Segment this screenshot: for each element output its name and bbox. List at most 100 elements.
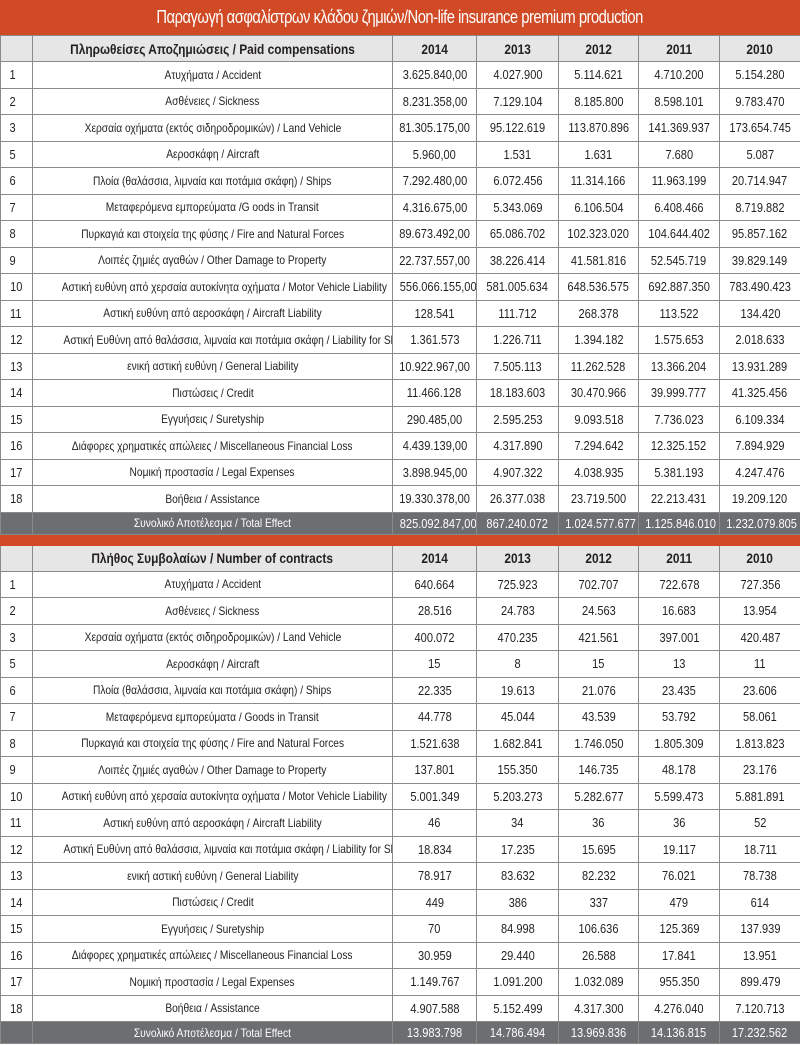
row-label: Αστική Ευθύνη από θαλάσσια, λιμναία και … (32, 835, 393, 863)
value-cell-text: 19.209.120 (732, 491, 788, 507)
row-label-text: Αστική Ευθύνη από θαλάσσια, λιμναία και … (63, 842, 393, 857)
value-cell-text: 7.505.113 (493, 358, 542, 374)
value-cell-text: 5.960,00 (412, 146, 457, 162)
total-value: 13.983.798 (392, 1021, 477, 1044)
page-title-text: Παραγωγή ασφαλίστρων κλάδου ζημιών/Non-l… (156, 7, 644, 27)
value-cell-text: 449 (425, 894, 444, 910)
value-cell-text: 4.316.675,00 (402, 199, 467, 215)
value-cell-text: 421.561 (578, 629, 619, 645)
row-index: 16 (0, 941, 33, 969)
row-index-text: 16 (10, 438, 23, 454)
value-cell: 44.778 (392, 703, 477, 731)
value-cell: 6.106.504 (558, 193, 639, 221)
value-cell-text: 17.235 (500, 841, 535, 857)
row-index: 11 (0, 299, 33, 327)
value-cell: 23.435 (638, 676, 720, 704)
value-cell: 2.595.253 (476, 405, 559, 433)
value-cell-text: 13.931.289 (732, 358, 788, 374)
value-cell: 5.114.621 (558, 61, 639, 89)
value-cell-text: 95.857.162 (732, 226, 788, 242)
value-cell: 15 (558, 650, 639, 678)
value-cell-text: 45.044 (500, 709, 535, 725)
value-cell: 1.361.573 (392, 326, 477, 354)
value-cell-text: 5.381.193 (654, 464, 704, 480)
value-cell-text: 6.408.466 (654, 199, 704, 215)
table-row: 9 Λοιπές ζημιές αγαθών / Other Damage to … (0, 246, 800, 274)
value-cell-text: 640.664 (414, 576, 455, 592)
value-cell: 82.232 (558, 862, 639, 890)
value-cell-text: 470.235 (497, 629, 538, 645)
value-cell-text: 1.226.711 (493, 332, 542, 348)
value-cell: 1.813.823 (719, 729, 800, 757)
value-cell: 23.176 (719, 756, 800, 784)
value-cell: 16.683 (638, 597, 720, 625)
row-index: 5 (0, 140, 33, 168)
row-index-text: 15 (10, 921, 23, 937)
total-value-text: 14.136.815 (651, 1025, 707, 1040)
row-index: 17 (0, 458, 33, 486)
value-cell-text: 173.654.745 (729, 120, 791, 136)
value-cell-text: 420.487 (740, 629, 780, 645)
year-header: 2013 (476, 544, 559, 572)
row-label: Αεροσκάφη / Aircraft (32, 650, 393, 678)
row-index: 3 (0, 114, 33, 142)
value-cell-text: 20.714.947 (732, 173, 788, 189)
value-cell: 13 (638, 650, 720, 678)
year-header-text: 2012 (585, 40, 612, 57)
value-cell-text: 48.178 (662, 762, 696, 778)
divider-cell (476, 533, 559, 546)
value-cell: 5.154.280 (719, 61, 800, 89)
value-cell: 420.487 (719, 623, 800, 651)
total-value-text: 1.125.846.010 (645, 515, 716, 531)
value-cell: 8.719.882 (719, 193, 800, 221)
value-cell: 5.960,00 (392, 140, 477, 168)
value-cell: 102.323.020 (558, 220, 639, 248)
value-cell: 52 (719, 809, 800, 837)
row-index-text: 18 (10, 1000, 23, 1016)
value-cell: 21.076 (558, 676, 639, 704)
value-cell: 95.122.619 (476, 114, 559, 142)
value-cell-text: 727.356 (740, 576, 780, 592)
value-cell: 70 (392, 915, 477, 943)
value-cell: 17.235 (476, 835, 559, 863)
total-index-cell (0, 511, 33, 535)
row-index-text: 2 (9, 93, 16, 109)
value-cell: 1.521.638 (392, 729, 477, 757)
row-index-text: 16 (10, 947, 23, 963)
total-value: 13.969.836 (558, 1021, 639, 1044)
value-cell-text: 19.117 (662, 841, 696, 857)
year-header-text: 2013 (504, 40, 531, 57)
value-cell: 137.939 (719, 915, 800, 943)
value-cell: 125.369 (638, 915, 720, 943)
value-cell: 725.923 (476, 570, 559, 598)
value-cell: 702.707 (558, 570, 639, 598)
row-label-text: Αστική ευθύνη από αεροσκάφη / Aircraft L… (103, 815, 322, 830)
value-cell: 640.664 (392, 570, 477, 598)
value-cell: 8.598.101 (638, 87, 720, 115)
row-index-text: 11 (10, 305, 22, 321)
row-index-text: 2 (9, 603, 16, 619)
row-label-text: ενική αστική ευθύνη / General Liability (126, 359, 299, 374)
value-cell-text: 41.325.456 (732, 385, 788, 401)
value-cell: 11.262.528 (558, 352, 639, 380)
value-cell: 5.881.891 (719, 782, 800, 810)
value-cell: 4.710.200 (638, 61, 720, 89)
table-header-row: Πλήθος Συμβολαίων / Number of contracts 2… (0, 544, 800, 572)
row-label-text: Ασθένειες / Sickness (165, 603, 260, 618)
value-cell: 9.093.518 (558, 405, 639, 433)
row-index-text: 5 (9, 656, 16, 672)
value-cell: 58.061 (719, 703, 800, 731)
value-cell-text: 4.038.935 (573, 464, 624, 480)
table-row: 6 Πλοία (θαλάσσια, λιμναία και ποτάμια σκ… (0, 167, 800, 195)
value-cell: 692.887.350 (638, 273, 720, 301)
value-cell-text: 113.522 (659, 305, 699, 321)
table-row: 17 Νομική προστασία / Legal Expenses 3.898… (0, 458, 800, 486)
row-label: Ατυχήματα / Accident (32, 570, 393, 598)
value-cell: 8.231.358,00 (392, 87, 477, 115)
value-cell: 7.294.642 (558, 432, 639, 460)
year-header-text: 2011 (666, 550, 692, 566)
value-cell: 13.931.289 (719, 352, 800, 380)
row-label-text: Αεροσκάφη / Aircraft (165, 147, 260, 162)
row-index: 12 (0, 835, 33, 863)
value-cell-text: 134.420 (740, 305, 780, 321)
